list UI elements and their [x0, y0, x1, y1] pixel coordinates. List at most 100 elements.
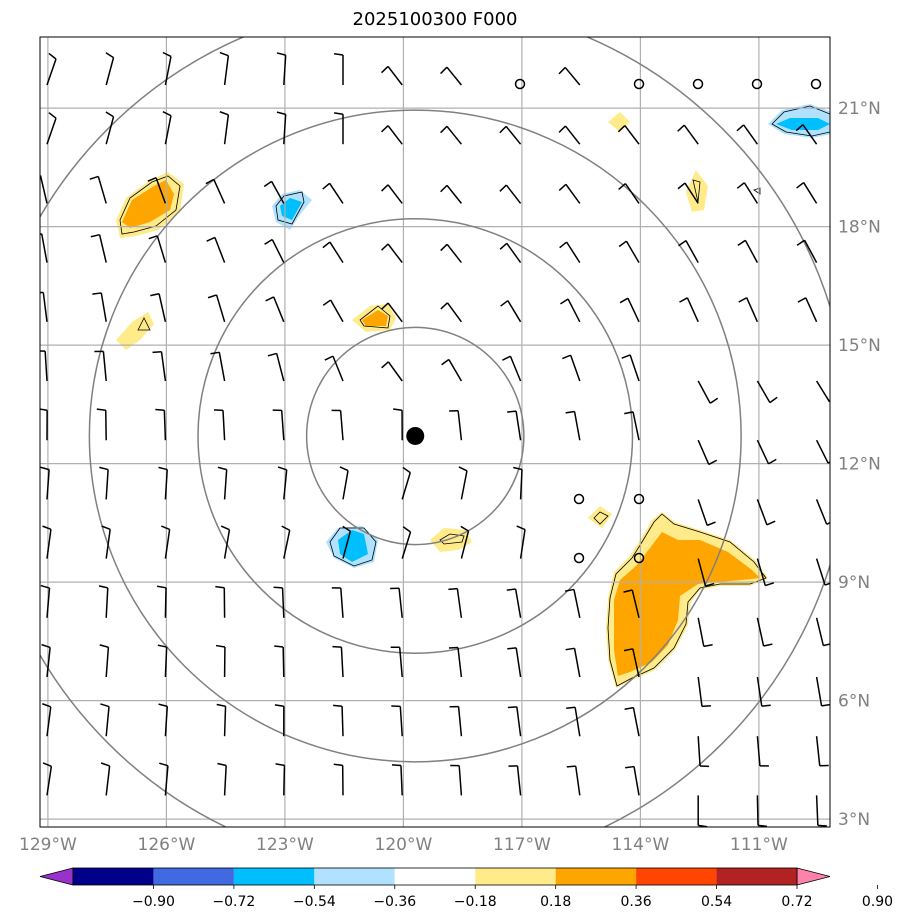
- wind-barb: [507, 647, 522, 678]
- wind-barb: [625, 765, 640, 796]
- wind-barb: [267, 352, 285, 382]
- plot-frame: [39, 36, 831, 828]
- wind-barb: [105, 52, 115, 86]
- wind-barb: [206, 236, 226, 263]
- wind-barb: [815, 736, 829, 767]
- wind-barb: [264, 238, 285, 263]
- wind-barb: [263, 180, 285, 204]
- wind-barb: [40, 174, 48, 204]
- positive-anomaly-west: [116, 312, 154, 350]
- wind-barb: [40, 584, 51, 618]
- wind-barb: [40, 466, 50, 500]
- wind-barb: [623, 589, 640, 618]
- wind-barb: [331, 409, 344, 441]
- wind-barb: [513, 466, 523, 500]
- colorbar-tick-label: −0.90: [132, 894, 175, 910]
- wind-barb: [697, 380, 719, 404]
- wind-barb: [100, 762, 111, 796]
- wind-barb: [92, 292, 107, 322]
- longitude-label: 123°W: [256, 835, 314, 855]
- wind-barb: [508, 765, 522, 796]
- wind-barb: [677, 182, 699, 204]
- wind-barb: [440, 125, 462, 145]
- wind-barb: [619, 297, 640, 323]
- wind-barb: [105, 111, 115, 145]
- wind-barb: [448, 646, 463, 678]
- wind-barb: [756, 380, 778, 404]
- wind-barb: [40, 291, 48, 322]
- wind-barb: [506, 588, 522, 618]
- wind-barb: [697, 795, 708, 827]
- wind-barb: [155, 408, 167, 441]
- wind-barb: [217, 466, 228, 500]
- wind-barb: [42, 525, 52, 559]
- wind-barb: [213, 409, 226, 441]
- wind-barb: [390, 646, 403, 678]
- wind-barb: [679, 297, 699, 323]
- wind-barb: [678, 239, 699, 263]
- colorbar-tick-label: 0.54: [701, 894, 732, 910]
- wind-barb: [331, 587, 344, 618]
- wind-barb: [565, 410, 581, 441]
- latitude-label: 18°N: [838, 218, 881, 238]
- colorbar-tick-label: 0.90: [862, 894, 893, 910]
- wind-barb: [499, 125, 522, 145]
- wind-barb: [46, 112, 57, 145]
- wind-barb: [737, 239, 759, 263]
- wind-barb: [276, 52, 287, 86]
- wind-barb: [274, 645, 285, 678]
- wind-barb: [152, 350, 167, 382]
- wind-barb: [391, 705, 403, 737]
- wind-barb: [219, 111, 230, 145]
- longitude-label: 126°W: [138, 835, 196, 855]
- wind-barb: [756, 795, 768, 827]
- wind-barb: [756, 558, 775, 587]
- wind-barb: [756, 617, 773, 647]
- wind-barb: [393, 408, 403, 441]
- wind-barb: [756, 676, 771, 707]
- wind-barb: [216, 703, 227, 737]
- storm-center-marker: [406, 426, 425, 445]
- wind-barb: [99, 466, 109, 500]
- wind-barb: [162, 51, 172, 86]
- wind-barb: [381, 361, 403, 382]
- wind-barb: [558, 125, 581, 145]
- wind-barb: [219, 51, 230, 86]
- wind-barb: [736, 124, 759, 145]
- range-ring: [88, 109, 742, 763]
- colorbar-tick-label: −0.72: [212, 894, 255, 910]
- colorbar-segment: [233, 868, 315, 885]
- wind-barb: [624, 411, 640, 441]
- wind-barb: [89, 175, 107, 204]
- range-ring: [40, 37, 830, 827]
- wind-barb: [562, 354, 581, 382]
- wind-barb: [697, 439, 718, 466]
- wind-barb: [217, 762, 227, 796]
- wind-barb: [566, 706, 581, 737]
- wind-barb: [220, 525, 231, 559]
- wind-barb: [736, 182, 759, 204]
- longitude-label: 120°W: [375, 835, 433, 855]
- wind-barb: [441, 358, 463, 382]
- wind-barb: [157, 644, 168, 678]
- wind-barb: [756, 499, 776, 526]
- wind-barb: [150, 292, 167, 322]
- wind-barb: [274, 704, 285, 737]
- wind-barb: [500, 300, 522, 323]
- wind-barb: [440, 184, 462, 204]
- range-ring: [305, 326, 525, 546]
- wind-barb: [162, 111, 172, 145]
- wind-barb: [333, 52, 344, 85]
- wind-barb: [381, 243, 403, 264]
- wind-barb: [449, 409, 463, 441]
- wind-barb: [618, 183, 640, 204]
- wind-barb: [460, 525, 470, 559]
- colorbar-tick-label: 0.72: [781, 894, 812, 910]
- range-ring: [197, 217, 634, 654]
- latitude-label: 15°N: [838, 336, 881, 356]
- wind-barb: [815, 439, 830, 464]
- wind-barb: [499, 242, 522, 264]
- wind-barb: [815, 617, 830, 647]
- wind-barb: [738, 297, 759, 323]
